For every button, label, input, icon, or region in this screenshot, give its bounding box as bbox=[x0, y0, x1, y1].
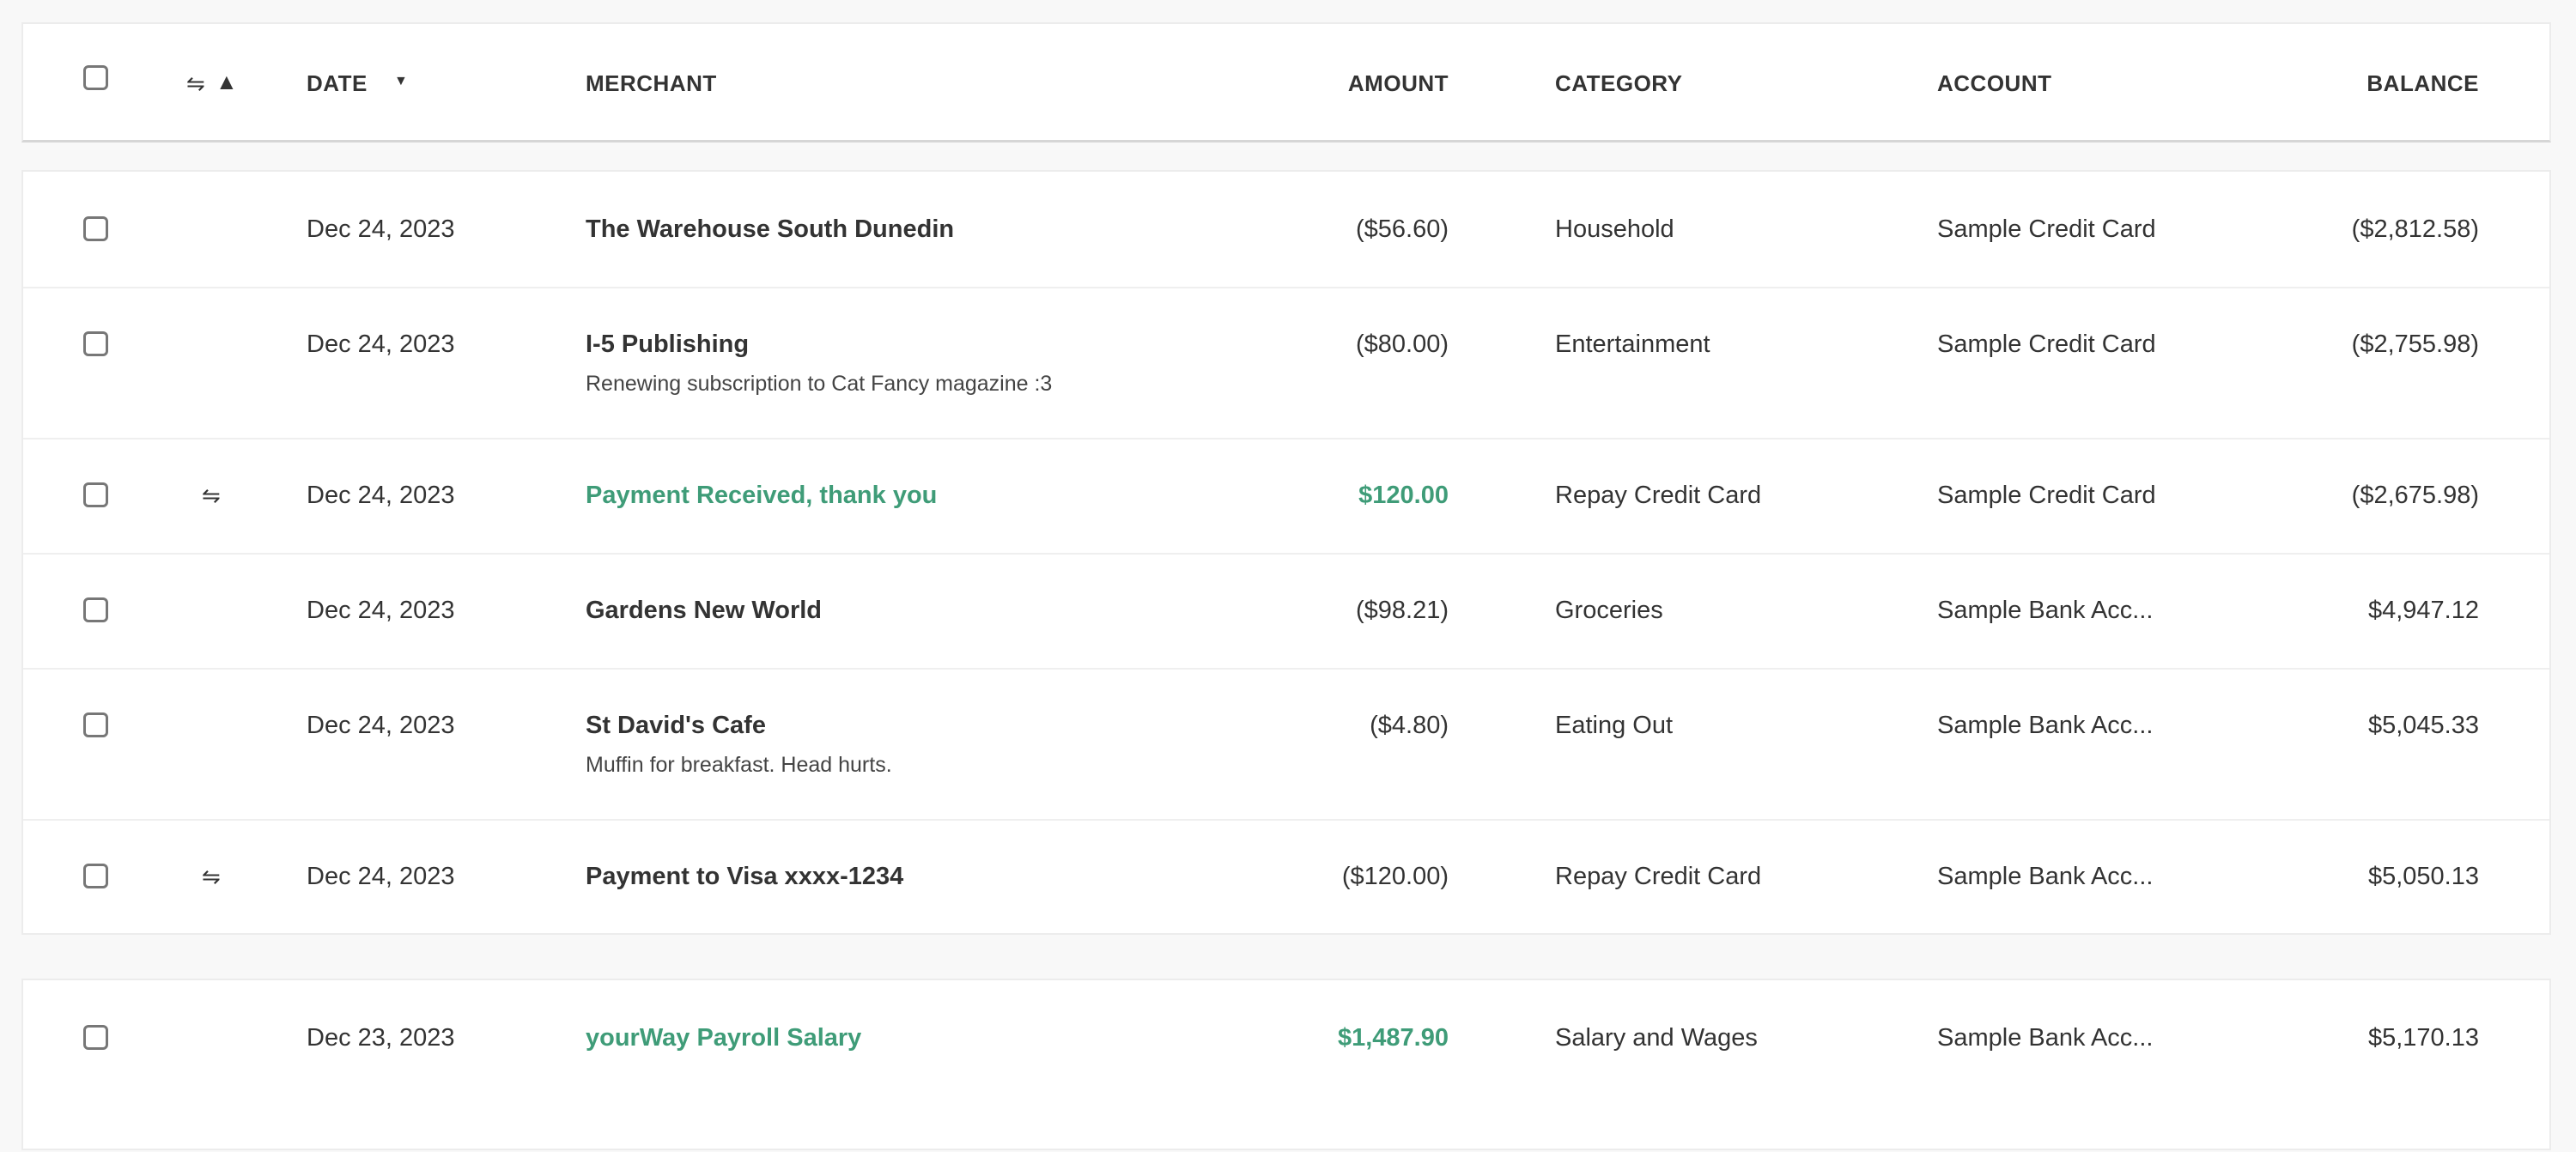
row-checkbox[interactable] bbox=[83, 597, 108, 622]
amount-cell[interactable]: $120.00 bbox=[1358, 482, 1449, 509]
transfer-icon[interactable]: ⇋ bbox=[186, 70, 205, 96]
account-cell[interactable]: Sample Bank Acc... bbox=[1937, 597, 2154, 624]
row-checkbox[interactable] bbox=[83, 216, 108, 241]
sort-down-icon[interactable]: ▼ bbox=[394, 74, 408, 88]
category-cell[interactable]: Household bbox=[1555, 215, 1674, 243]
amount-cell[interactable]: ($56.60) bbox=[1355, 215, 1449, 243]
amount-cell[interactable]: ($98.21) bbox=[1355, 597, 1449, 624]
row-checkbox[interactable] bbox=[83, 864, 108, 888]
note-text: Renewing subscription to Cat Fancy magaz… bbox=[586, 372, 1053, 396]
table-row[interactable]: Dec 23, 2023 yourWay Payroll Salary $1,487… bbox=[23, 980, 2549, 1152]
category-cell[interactable]: Salary and Wages bbox=[1555, 1024, 1758, 1052]
table-row[interactable]: Dec 24, 2023 The Warehouse South Dunedin (… bbox=[23, 172, 2549, 288]
category-cell[interactable]: Groceries bbox=[1555, 597, 1663, 624]
balance-cell: $5,045.33 bbox=[2367, 712, 2479, 739]
balance-cell: $4,947.12 bbox=[2367, 597, 2479, 624]
category-cell[interactable]: Entertainment bbox=[1555, 330, 1710, 358]
transaction-group-dec-24: Dec 24, 2023 The Warehouse South Dunedin (… bbox=[21, 170, 2551, 935]
balance-cell: $5,050.13 bbox=[2367, 863, 2479, 890]
merchant-cell[interactable]: Payment to Visa xxxx-1234 bbox=[586, 863, 904, 890]
amount-cell[interactable]: $1,487.90 bbox=[1337, 1024, 1449, 1052]
warning-icon[interactable]: ▲ bbox=[216, 69, 238, 94]
date-cell: Dec 23, 2023 bbox=[307, 1024, 455, 1052]
category-cell[interactable]: Repay Credit Card bbox=[1555, 482, 1762, 509]
date-cell: Dec 24, 2023 bbox=[307, 712, 455, 739]
table-row[interactable]: Dec 24, 2023 St David's Cafe Muffin for br… bbox=[23, 668, 2549, 821]
date-cell: Dec 24, 2023 bbox=[307, 597, 455, 624]
table-row[interactable]: Dec 24, 2023 Gardens New World ($98.21) Gro… bbox=[23, 553, 2549, 670]
table-row[interactable]: Dec 24, 2023 I-5 Publishing Renewing subsc… bbox=[23, 287, 2549, 440]
balance-cell: ($2,675.98) bbox=[2351, 482, 2479, 509]
merchant-cell[interactable]: I-5 Publishing bbox=[586, 330, 750, 358]
merchant-cell[interactable]: yourWay Payroll Salary bbox=[586, 1024, 862, 1052]
column-header-amount[interactable]: AMOUNT bbox=[1347, 70, 1449, 96]
account-cell[interactable]: Sample Bank Acc... bbox=[1937, 712, 2154, 739]
column-header-date[interactable]: DATE bbox=[307, 70, 368, 96]
table-row[interactable]: ⇋ Dec 24, 2023 Payment to Visa xxxx-1234 ($… bbox=[23, 819, 2549, 934]
transfer-icon: ⇋ bbox=[202, 482, 221, 508]
merchant-cell[interactable]: Gardens New World bbox=[586, 597, 823, 624]
account-cell[interactable]: Sample Credit Card bbox=[1937, 330, 2156, 358]
date-cell: Dec 24, 2023 bbox=[307, 330, 455, 358]
account-cell[interactable]: Sample Credit Card bbox=[1937, 215, 2156, 243]
date-cell: Dec 24, 2023 bbox=[307, 482, 455, 509]
column-header-balance[interactable]: BALANCE bbox=[2366, 70, 2479, 96]
merchant-cell[interactable]: Payment Received, thank you bbox=[586, 482, 938, 509]
balance-cell: ($2,812.58) bbox=[2351, 215, 2479, 243]
date-cell: Dec 24, 2023 bbox=[307, 863, 455, 890]
account-cell[interactable]: Sample Bank Acc... bbox=[1937, 1024, 2154, 1052]
balance-cell: $5,170.13 bbox=[2367, 1024, 2479, 1052]
amount-cell[interactable]: ($80.00) bbox=[1355, 330, 1449, 358]
table-header: ⇋ ▲ DATE ▼ MERCHANT AMOUNT CATEGORY ACCO… bbox=[21, 22, 2551, 142]
row-checkbox[interactable] bbox=[83, 1025, 108, 1050]
amount-cell[interactable]: ($4.80) bbox=[1370, 712, 1449, 739]
transfer-icon: ⇋ bbox=[202, 864, 221, 889]
row-checkbox[interactable] bbox=[83, 482, 108, 507]
note-text: Muffin for breakfast. Head hurts. bbox=[586, 753, 892, 777]
category-cell[interactable]: Eating Out bbox=[1555, 712, 1674, 739]
row-checkbox[interactable] bbox=[83, 331, 108, 356]
merchant-cell[interactable]: St David's Cafe bbox=[586, 712, 766, 739]
column-header-account[interactable]: ACCOUNT bbox=[1937, 70, 2052, 96]
account-cell[interactable]: Sample Bank Acc... bbox=[1937, 863, 2154, 890]
column-header-merchant[interactable]: MERCHANT bbox=[586, 70, 717, 96]
balance-cell: ($2,755.98) bbox=[2351, 330, 2479, 358]
select-all-checkbox[interactable] bbox=[83, 65, 108, 90]
date-cell: Dec 24, 2023 bbox=[307, 215, 455, 243]
column-header-category[interactable]: CATEGORY bbox=[1555, 70, 1683, 96]
account-cell[interactable]: Sample Credit Card bbox=[1937, 482, 2156, 509]
table-row[interactable]: ⇋ Dec 24, 2023 Payment Received, thank you… bbox=[23, 438, 2549, 555]
merchant-cell[interactable]: The Warehouse South Dunedin bbox=[586, 215, 955, 243]
row-checkbox[interactable] bbox=[83, 712, 108, 737]
amount-cell[interactable]: ($120.00) bbox=[1341, 863, 1449, 890]
transaction-group-dec-23: Dec 23, 2023 yourWay Payroll Salary $1,487… bbox=[21, 979, 2551, 1150]
category-cell[interactable]: Repay Credit Card bbox=[1555, 863, 1762, 890]
